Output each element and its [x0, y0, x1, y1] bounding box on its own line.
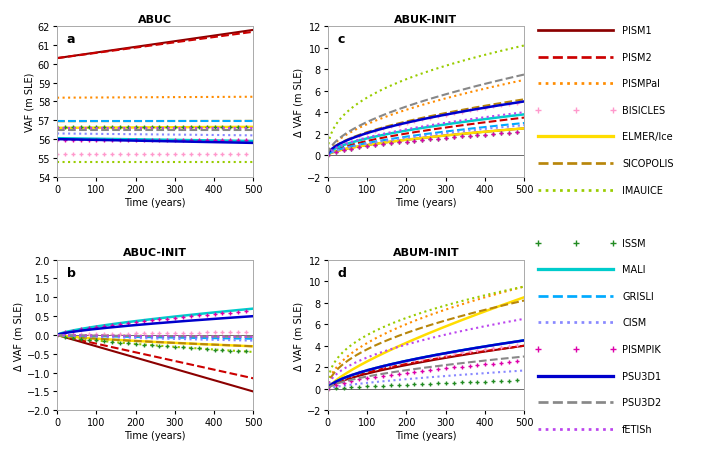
- Title: ABUK-INIT: ABUK-INIT: [394, 15, 458, 25]
- X-axis label: Time (years): Time (years): [124, 197, 186, 207]
- Text: PISMPal: PISMPal: [622, 79, 660, 89]
- Text: b: b: [67, 266, 76, 279]
- Text: PISM1: PISM1: [622, 26, 652, 36]
- Text: d: d: [338, 266, 347, 279]
- Title: ABUC: ABUC: [138, 15, 173, 25]
- Y-axis label: Δ VAF (m SLE): Δ VAF (m SLE): [294, 301, 304, 370]
- Text: ISSM: ISSM: [622, 238, 646, 248]
- X-axis label: Time (years): Time (years): [395, 430, 457, 440]
- Y-axis label: Δ VAF (m SLE): Δ VAF (m SLE): [14, 301, 24, 370]
- Y-axis label: VAF (m SLE): VAF (m SLE): [25, 73, 35, 132]
- Text: CISM: CISM: [622, 318, 647, 328]
- Text: a: a: [67, 33, 76, 46]
- Text: MALI: MALI: [622, 265, 645, 275]
- Y-axis label: Δ VAF (m SLE): Δ VAF (m SLE): [294, 68, 304, 137]
- Text: PSU3D2: PSU3D2: [622, 397, 662, 407]
- Text: PISMPIK: PISMPIK: [622, 344, 661, 354]
- Text: fETISh: fETISh: [622, 424, 652, 434]
- Text: SICOPOLIS: SICOPOLIS: [622, 159, 674, 169]
- Text: GRISLI: GRISLI: [622, 291, 654, 301]
- Text: PSU3D1: PSU3D1: [622, 371, 661, 381]
- X-axis label: Time (years): Time (years): [395, 197, 457, 207]
- Text: ELMER/Ice: ELMER/Ice: [622, 132, 673, 142]
- Title: ABUM-INIT: ABUM-INIT: [393, 248, 459, 258]
- Title: ABUC-INIT: ABUC-INIT: [123, 248, 187, 258]
- Text: IMAUICE: IMAUICE: [622, 185, 663, 195]
- Text: PISM2: PISM2: [622, 53, 652, 63]
- Text: BISICLES: BISICLES: [622, 106, 665, 115]
- X-axis label: Time (years): Time (years): [124, 430, 186, 440]
- Text: c: c: [338, 33, 345, 46]
